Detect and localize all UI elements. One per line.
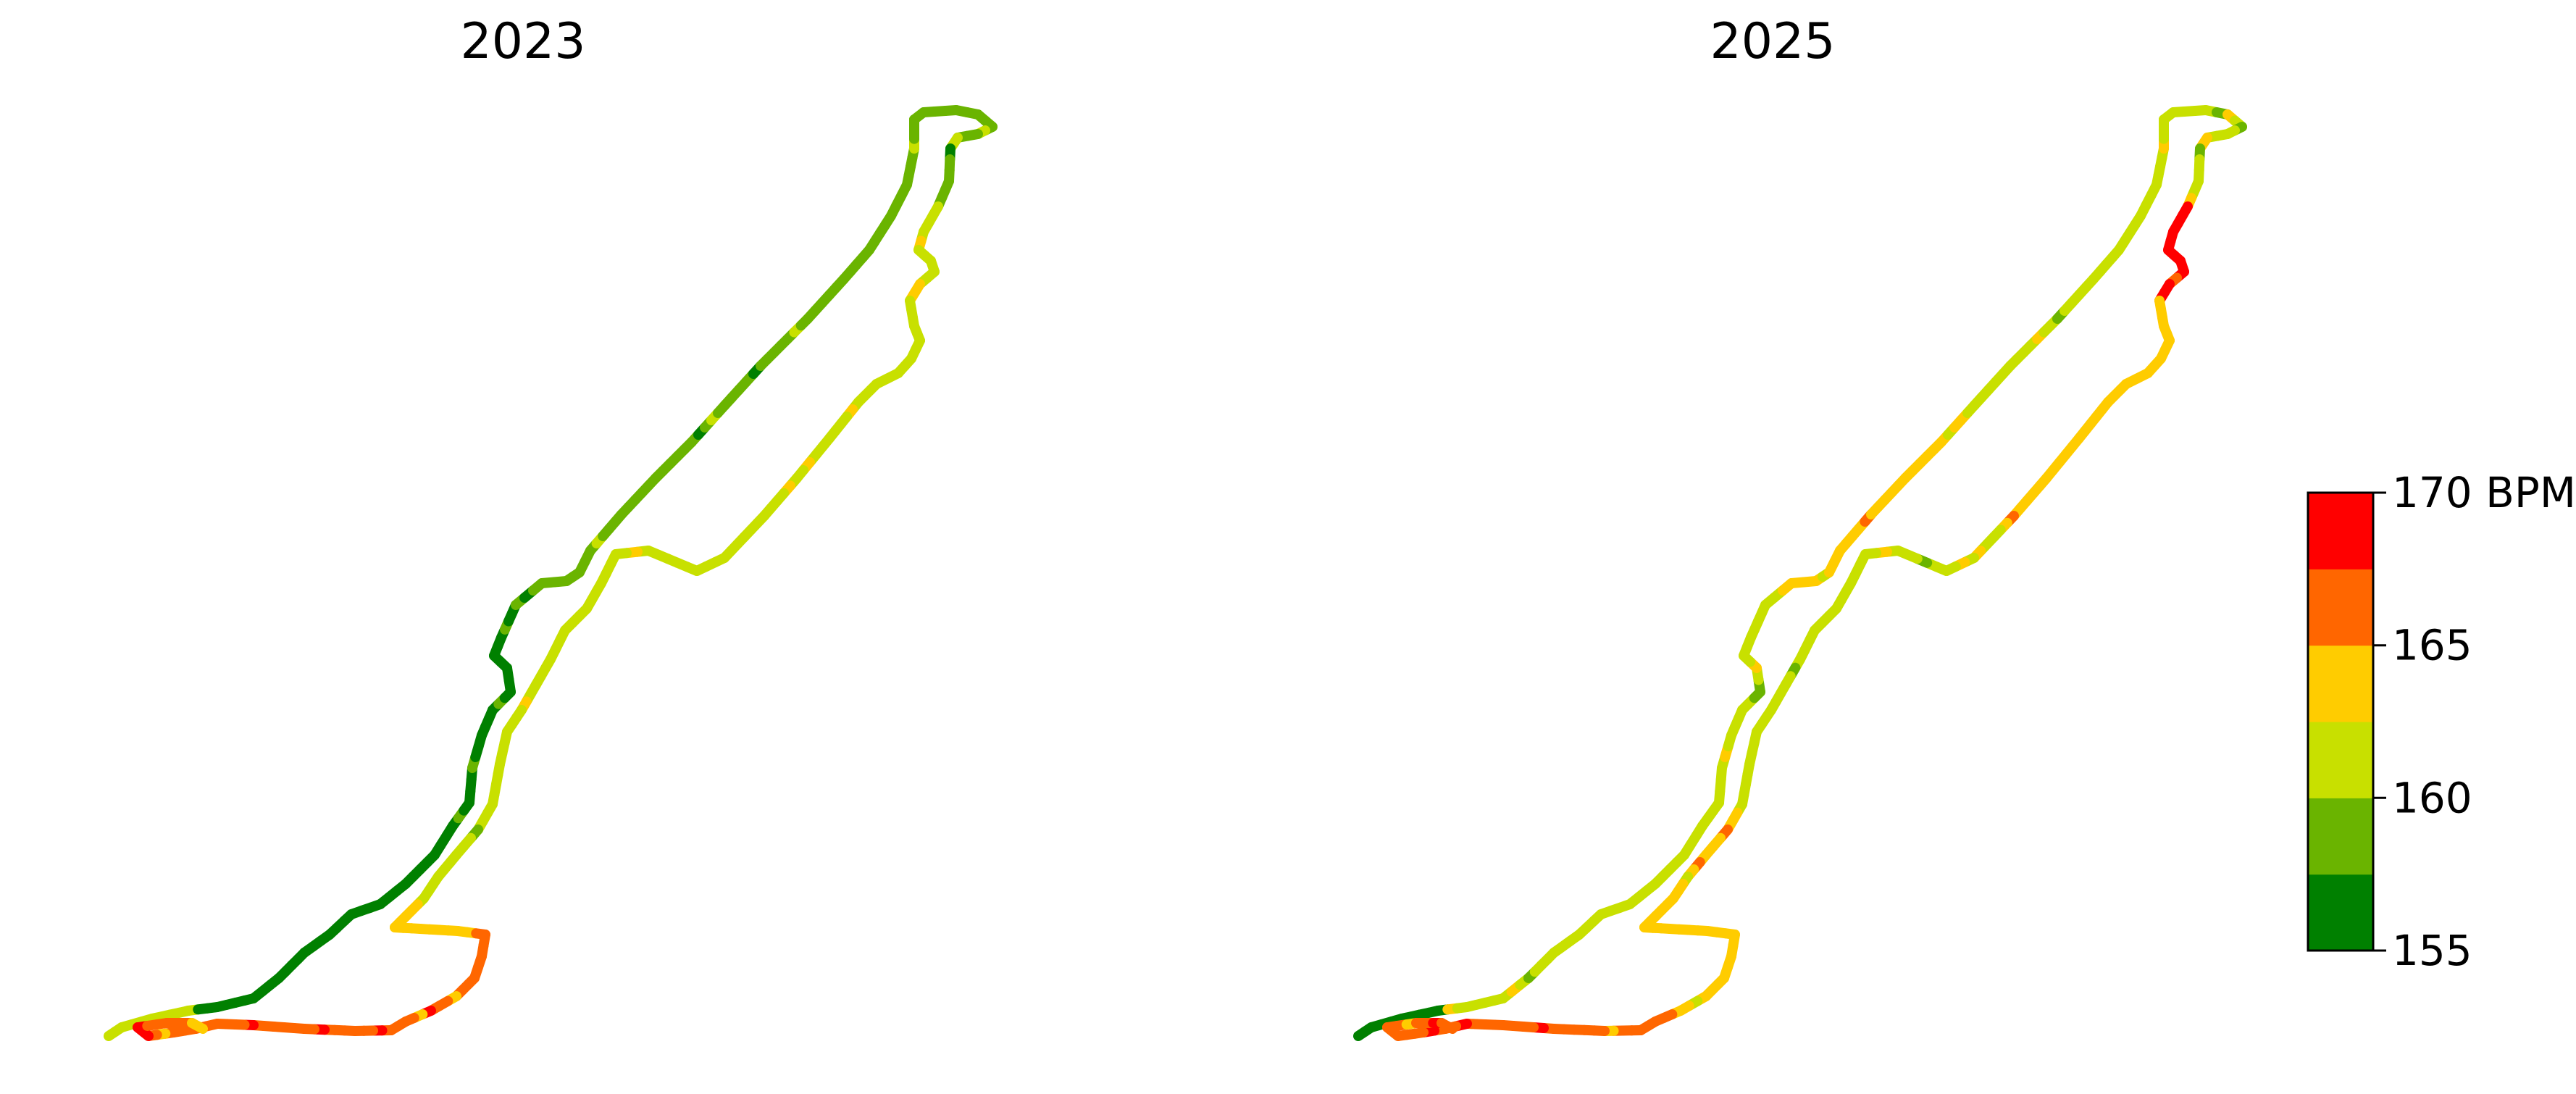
colorbar-bin-5: [2308, 493, 2373, 569]
route-2025-segment: [1437, 1018, 1458, 1034]
colorbar-bin-0: [2308, 874, 2373, 951]
panel-title-2025: 2025: [1710, 13, 1835, 70]
route-2025: [1353, 105, 2247, 1041]
route-2023: [104, 105, 998, 1041]
colorbar-bin-4: [2308, 569, 2373, 646]
colorbar-bin-2: [2308, 722, 2373, 798]
colorbar-bin-3: [2308, 645, 2373, 722]
colorbar-bin-1: [2308, 798, 2373, 875]
colorbar-tick-label: 170 BPM: [2392, 468, 2576, 517]
colorbar-tick-label: 160: [2392, 773, 2472, 822]
colorbar-tick-label: 165: [2392, 621, 2472, 670]
colorbar-frame: [2307, 491, 2375, 952]
colorbar-tick-label: 155: [2392, 926, 2472, 975]
heart-rate-colorbar: 155 160 165 170 BPM: [2307, 468, 2576, 975]
panel-title-2023: 2023: [460, 13, 585, 70]
route-2023-segment: [187, 1018, 208, 1034]
